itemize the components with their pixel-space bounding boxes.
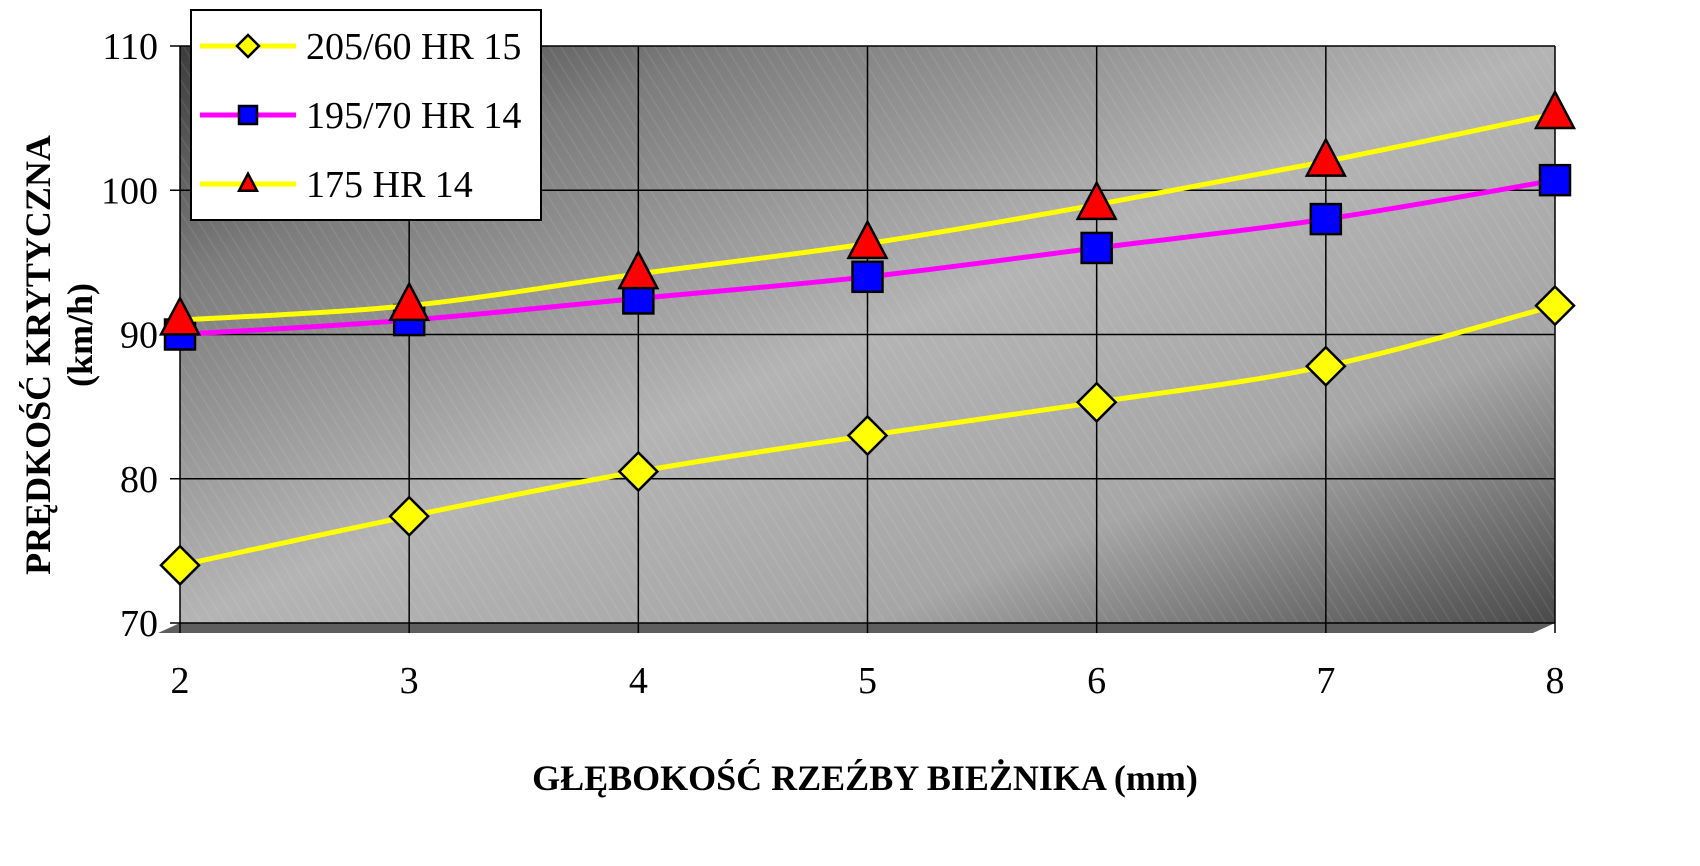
legend-swatch-diamond xyxy=(235,33,261,59)
y-tick-label: 100 xyxy=(101,170,158,212)
y-tick-label: 110 xyxy=(102,26,158,68)
data-point-square xyxy=(1309,202,1343,236)
series-1 xyxy=(159,284,1576,587)
data-point-triangle xyxy=(1304,136,1347,177)
y-tick-label: 80 xyxy=(120,459,158,501)
x-tick-label: 5 xyxy=(858,660,877,702)
x-tick-label: 4 xyxy=(629,660,648,702)
data-point-diamond xyxy=(1305,345,1347,388)
legend-label: 205/60 HR 15 xyxy=(306,26,521,68)
legend-item: 175 HR 14 xyxy=(200,164,473,206)
data-point-triangle xyxy=(1533,89,1577,130)
data-point-diamond xyxy=(159,544,201,587)
series-3 xyxy=(158,89,1577,336)
data-point-diamond xyxy=(1534,284,1576,327)
y-axis-unit: (km/h) xyxy=(60,283,100,387)
plot-floor xyxy=(158,623,1555,633)
series-layer xyxy=(158,89,1577,587)
data-point-diamond xyxy=(846,414,889,457)
legend-item: 205/60 HR 15 xyxy=(200,26,521,68)
tick-labels: 70 80 90 100 110 2 3 4 5 6 7 8 xyxy=(101,26,1565,702)
data-point-triangle xyxy=(1075,180,1118,221)
x-tick-label: 8 xyxy=(1546,660,1565,702)
legend-label: 175 HR 14 xyxy=(306,164,473,206)
data-point-diamond xyxy=(617,450,660,493)
legend-swatch-triangle xyxy=(236,170,260,192)
data-point-triangle xyxy=(846,219,889,260)
data-point-diamond xyxy=(1075,381,1118,424)
y-tick-label: 90 xyxy=(120,315,158,357)
data-point-square xyxy=(1080,231,1113,265)
legend-swatch-square xyxy=(237,104,259,126)
x-tick-label: 6 xyxy=(1087,660,1106,702)
y-tick-label: 70 xyxy=(120,603,158,645)
y-axis-title: PRĘDKOŚĆ KRYTYCZNA xyxy=(18,135,58,575)
data-point-triangle xyxy=(158,295,202,336)
data-point-square xyxy=(1538,163,1572,197)
legend-item: 195/70 HR 14 xyxy=(200,95,521,137)
data-point-triangle xyxy=(617,249,660,290)
data-point-square xyxy=(851,260,884,294)
legend: 205/60 HR 15 195/70 HR 14 175 HR 14 xyxy=(190,9,542,221)
x-tick-label: 2 xyxy=(171,660,190,702)
data-point-diamond xyxy=(388,495,430,538)
x-tick-label: 3 xyxy=(400,660,419,702)
legend-label: 195/70 HR 14 xyxy=(306,95,521,137)
data-point-triangle xyxy=(388,281,431,322)
x-axis-title: GŁĘBOKOŚĆ RZEŹBY BIEŻNIKA (mm) xyxy=(532,758,1198,798)
x-tick-label: 7 xyxy=(1316,660,1335,702)
